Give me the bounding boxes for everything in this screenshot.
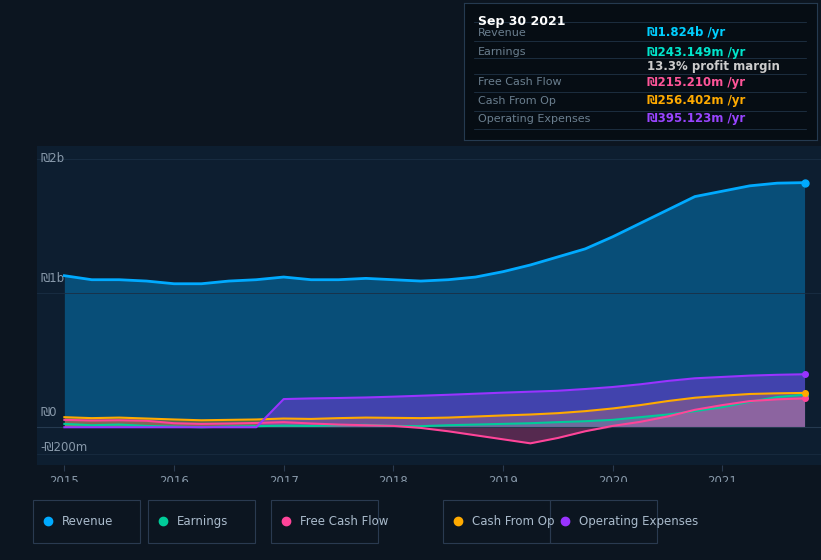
Text: ₪215.210m /yr: ₪215.210m /yr — [648, 76, 745, 89]
Text: Free Cash Flow: Free Cash Flow — [300, 515, 388, 528]
Bar — [550, 500, 657, 543]
Text: Revenue: Revenue — [62, 515, 113, 528]
Text: Sep 30 2021: Sep 30 2021 — [478, 15, 566, 28]
Bar — [271, 500, 378, 543]
Text: Free Cash Flow: Free Cash Flow — [478, 77, 562, 87]
Text: Earnings: Earnings — [177, 515, 228, 528]
Text: Earnings: Earnings — [478, 47, 526, 57]
Text: 13.3% profit margin: 13.3% profit margin — [648, 60, 780, 73]
Text: ₪0: ₪0 — [41, 405, 57, 419]
Text: -₪200m: -₪200m — [41, 441, 88, 454]
Bar — [148, 500, 255, 543]
Text: ₪2b: ₪2b — [41, 152, 65, 165]
Text: Operating Expenses: Operating Expenses — [579, 515, 698, 528]
Text: Cash From Op: Cash From Op — [478, 96, 556, 106]
Text: ₪1.824b /yr: ₪1.824b /yr — [648, 26, 726, 40]
Text: ₪243.149m /yr: ₪243.149m /yr — [648, 46, 745, 59]
Text: ₪1b: ₪1b — [41, 272, 65, 284]
Text: ₪256.402m /yr: ₪256.402m /yr — [648, 95, 745, 108]
Bar — [33, 500, 140, 543]
Text: Revenue: Revenue — [478, 28, 527, 38]
Text: Operating Expenses: Operating Expenses — [478, 114, 590, 124]
Text: ₪395.123m /yr: ₪395.123m /yr — [648, 112, 745, 125]
Text: Cash From Op: Cash From Op — [472, 515, 554, 528]
Bar — [443, 500, 550, 543]
